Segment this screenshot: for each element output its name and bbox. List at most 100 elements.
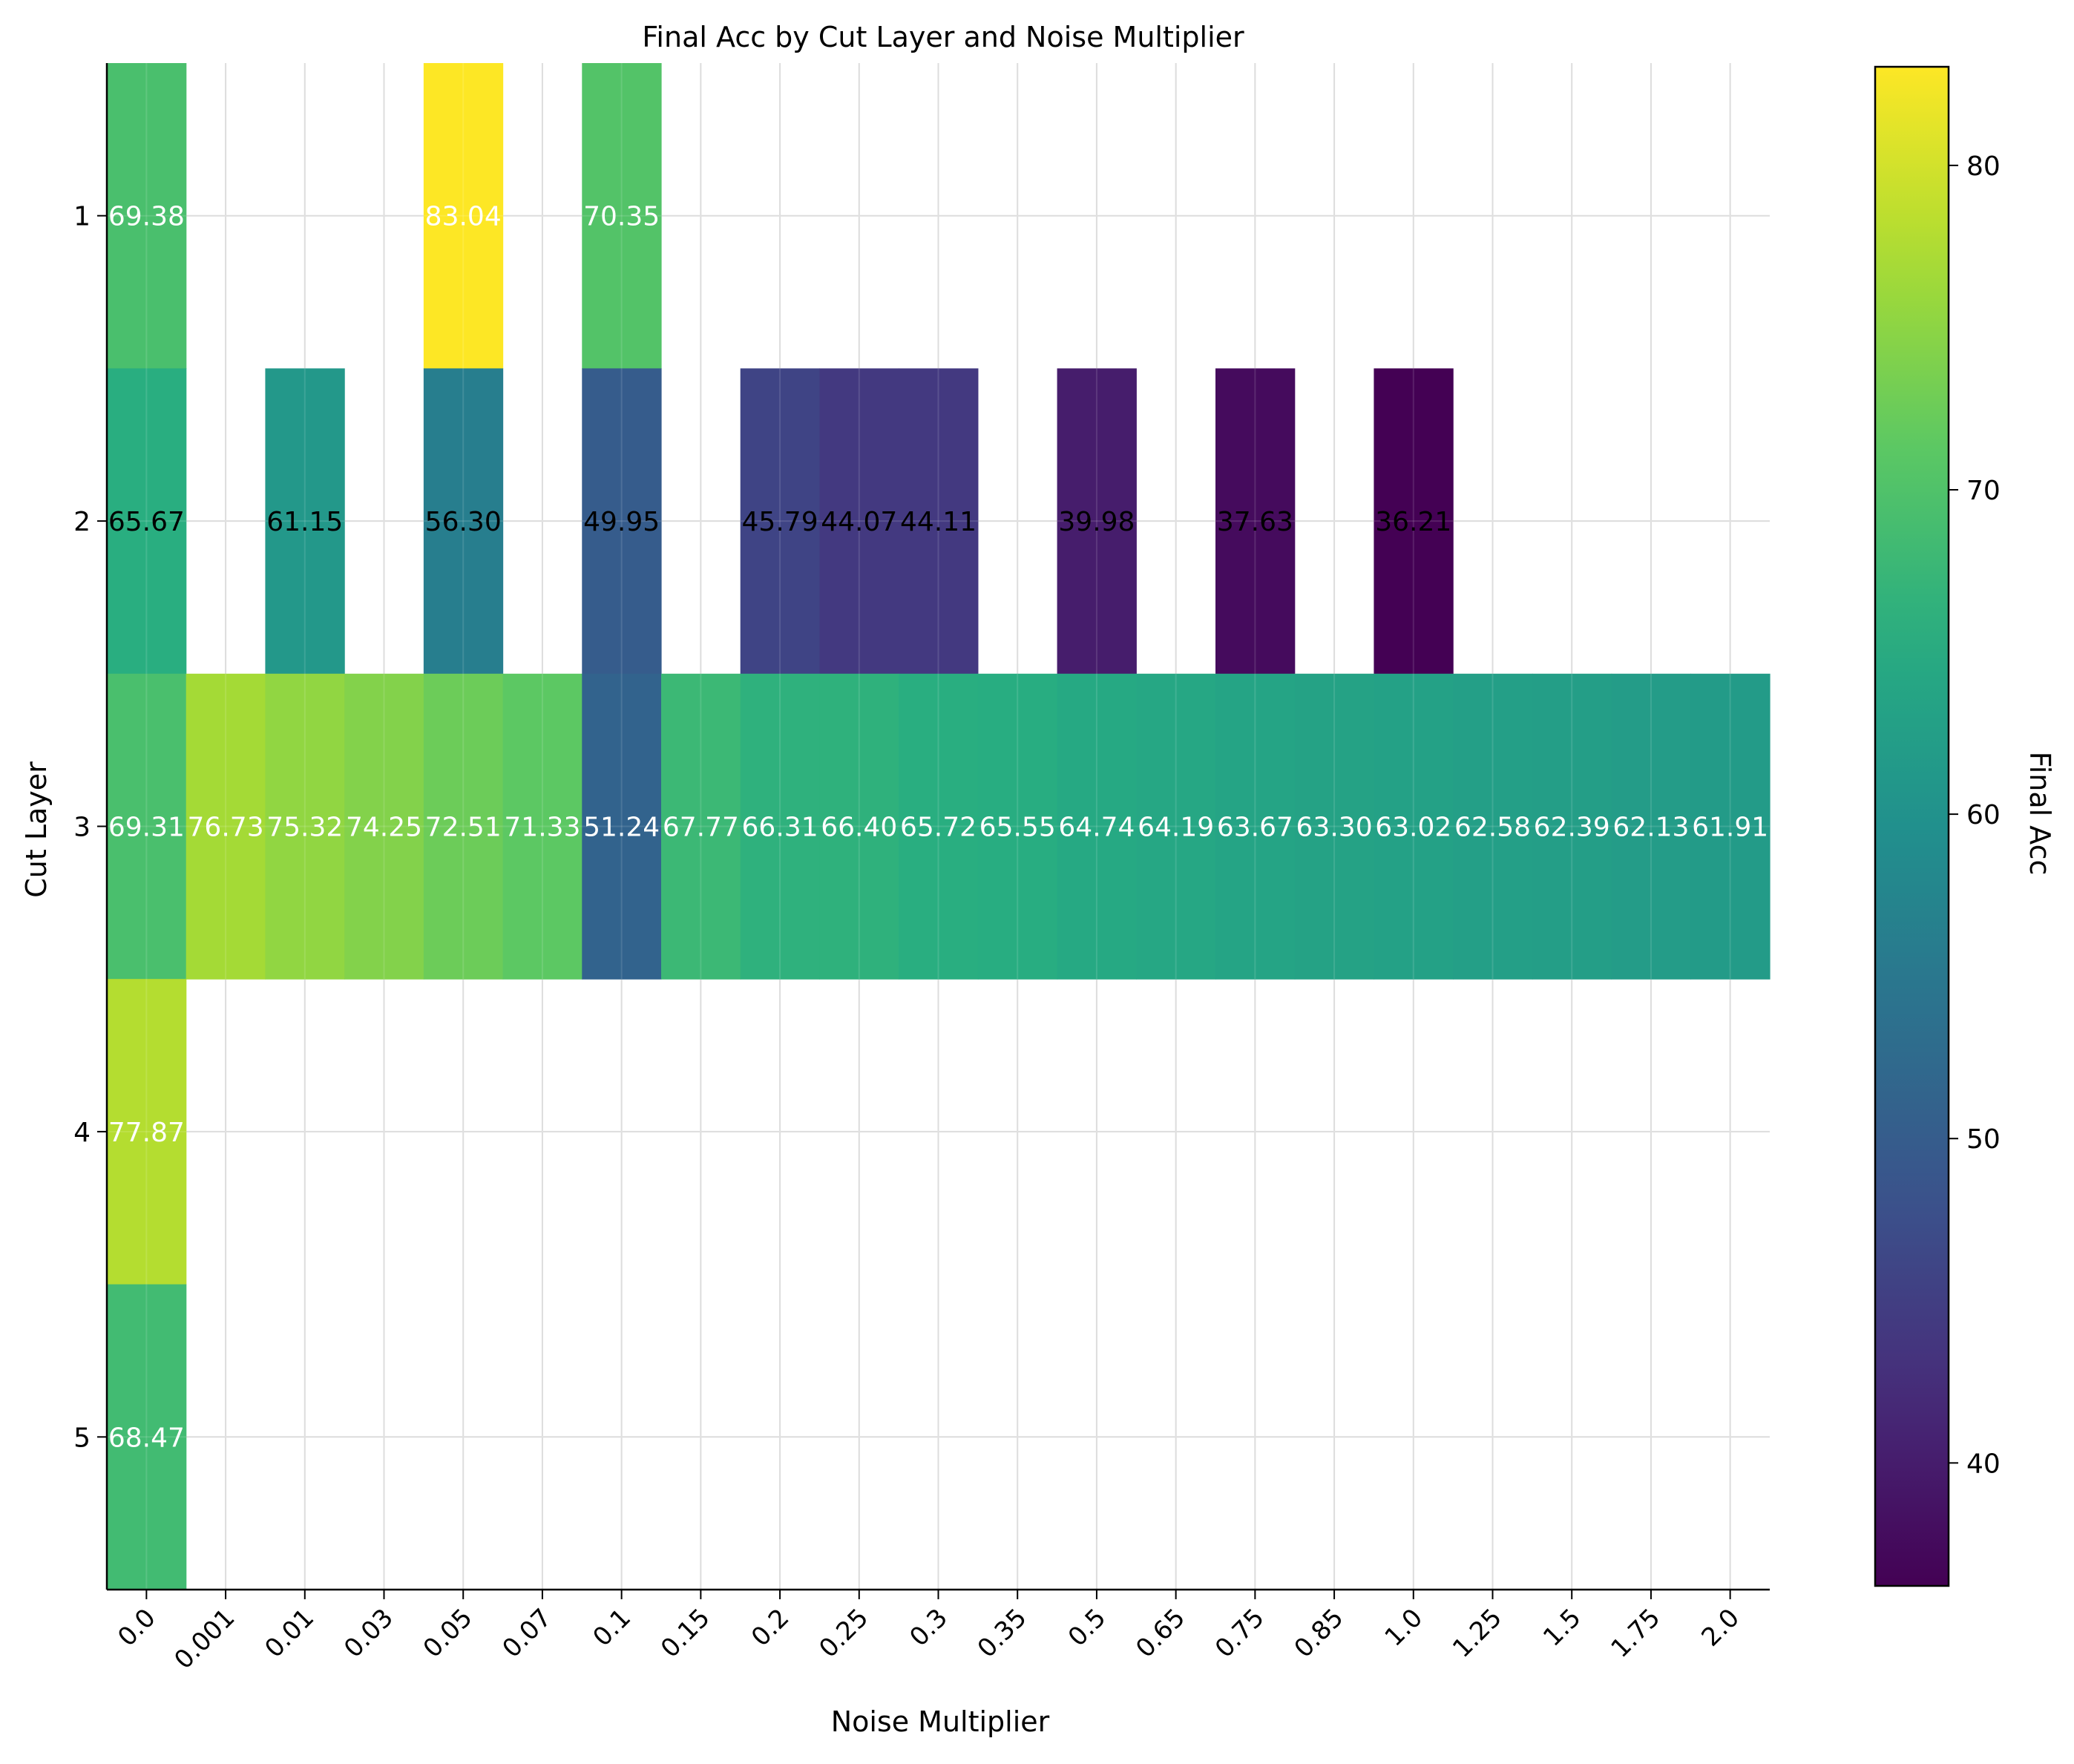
x-tick-label: 1.25 (1447, 1603, 1508, 1664)
x-tick-label: 1.75 (1605, 1603, 1666, 1664)
x-tick-labels: 0.0 0.001 0.01 0.03 0.05 0.07 0.1 0.15 0.2 0.25 0.… (112, 1590, 1745, 1675)
cell-value-label: 69.31 (108, 813, 185, 843)
heatmap-cell (582, 673, 662, 980)
heatmap-cell (107, 368, 187, 675)
heatmap-cell (582, 63, 662, 369)
colorbar-tick-label: 50 (1966, 1124, 2001, 1155)
heatmap-cells (107, 63, 1771, 1590)
x-tick-label: 0.03 (338, 1603, 399, 1664)
x-tick-label: 0.85 (1289, 1603, 1350, 1664)
x-tick-label: 0.65 (1130, 1603, 1191, 1664)
heatmap-cell (819, 368, 899, 675)
heatmap-cell (423, 368, 504, 675)
heatmap-cell (740, 368, 821, 675)
x-tick-label: 1.0 (1379, 1603, 1429, 1653)
cell-value-label: 36.21 (1375, 507, 1451, 537)
x-tick-label: 0.07 (496, 1603, 557, 1664)
y-tick-labels: 1 2 3 4 5 (73, 202, 107, 1453)
cell-value-label: 63.67 (1217, 813, 1293, 843)
cell-value-label: 71.33 (504, 813, 580, 843)
y-tick-label: 4 (73, 1118, 91, 1148)
x-tick-label: 0.15 (655, 1603, 716, 1664)
cell-value-label: 49.95 (583, 507, 660, 537)
colorbar-tick-label: 80 (1966, 151, 2001, 182)
heatmap-cell (740, 673, 821, 980)
heatmap-cell (1532, 673, 1612, 980)
cell-value-label: 62.13 (1612, 813, 1689, 843)
cell-value-label: 65.67 (108, 507, 185, 537)
cell-value-label: 67.77 (663, 813, 739, 843)
cell-value-label: 63.02 (1375, 813, 1451, 843)
cell-value-label: 74.25 (346, 813, 422, 843)
heatmap-cell (582, 368, 662, 675)
colorbar-gradient (1874, 65, 1950, 1587)
y-tick-label: 3 (73, 813, 91, 843)
cell-value-label: 76.73 (188, 813, 264, 843)
heatmap-cell (265, 368, 345, 675)
heatmap-cell (107, 673, 187, 980)
cell-value-label: 51.24 (583, 813, 660, 843)
cell-value-label: 45.79 (742, 507, 818, 537)
cell-value-label: 64.74 (1058, 813, 1135, 843)
colorbar-tick-label: 60 (1966, 800, 2001, 830)
heatmap-cell (1136, 673, 1216, 980)
cell-value-label: 65.72 (900, 813, 977, 843)
heatmap-cell (1215, 673, 1296, 980)
heatmap-cell (1453, 673, 1533, 980)
cell-value-label: 61.91 (1692, 813, 1768, 843)
x-tick-label: 1.5 (1538, 1603, 1587, 1653)
heatmap-cell (423, 63, 504, 369)
heatmap-cell (1057, 673, 1137, 980)
cell-labels: 69.38 83.04 70.35 65.67 61.15 56.30 49.95 45.79… (108, 202, 1768, 1454)
heatmap-cell (1374, 673, 1454, 980)
heatmap-cell (661, 673, 741, 980)
heatmap-cell (344, 673, 424, 980)
heatmap-cell (502, 673, 583, 980)
colorbar-label: Final Acc (2024, 752, 2056, 876)
heatmap-cell (899, 673, 979, 980)
y-tick-label: 2 (73, 507, 91, 537)
x-tick-label: 0.0 (112, 1603, 162, 1653)
cell-value-label: 56.30 (425, 507, 502, 537)
x-tick-label: 0.1 (587, 1603, 637, 1653)
cell-value-label: 39.98 (1058, 507, 1135, 537)
heatmap-cell (107, 979, 187, 1285)
heatmap-cell (1611, 673, 1691, 980)
cell-value-label: 75.32 (266, 813, 343, 843)
cell-value-label: 69.38 (108, 202, 185, 232)
heatmap-cell (977, 673, 1058, 980)
heatmap-cell (107, 1284, 187, 1590)
x-tick-label: 0.35 (972, 1603, 1033, 1664)
heatmap-cell (899, 368, 979, 675)
cell-value-label: 72.51 (425, 813, 502, 843)
y-axis-label: Cut Layer (20, 761, 53, 898)
x-tick-label: 0.75 (1210, 1603, 1270, 1664)
x-tick-label: 0.25 (813, 1603, 874, 1664)
x-axis-label: Noise Multiplier (831, 1705, 1050, 1738)
x-tick-label: 0.001 (168, 1603, 240, 1675)
x-tick-label: 0.01 (259, 1603, 320, 1664)
cell-value-label: 44.07 (821, 507, 897, 537)
heatmap-cell (1215, 368, 1296, 675)
cell-value-label: 70.35 (583, 202, 660, 232)
cell-value-label: 77.87 (108, 1118, 185, 1148)
cell-value-label: 68.47 (108, 1423, 185, 1453)
heatmap-cell (1690, 673, 1771, 980)
heatmap-cell (1057, 368, 1137, 675)
colorbar: 40 50 60 70 80 (1874, 65, 2001, 1587)
cell-value-label: 44.11 (900, 507, 977, 537)
y-tick-label: 5 (73, 1423, 91, 1453)
cell-value-label: 64.19 (1138, 813, 1214, 843)
grid-lines-overlay (107, 63, 1770, 1590)
colorbar-tick-label: 40 (1966, 1449, 2001, 1479)
x-tick-label: 2.0 (1696, 1603, 1745, 1653)
x-tick-label: 0.5 (1063, 1603, 1112, 1653)
heatmap-cell (265, 673, 345, 980)
cell-value-label: 66.31 (742, 813, 818, 843)
cell-value-label: 62.39 (1534, 813, 1610, 843)
heatmap-cell (819, 673, 899, 980)
cell-value-label: 83.04 (425, 202, 502, 232)
cell-value-label: 62.58 (1454, 813, 1531, 843)
x-tick-label: 0.2 (746, 1603, 795, 1653)
